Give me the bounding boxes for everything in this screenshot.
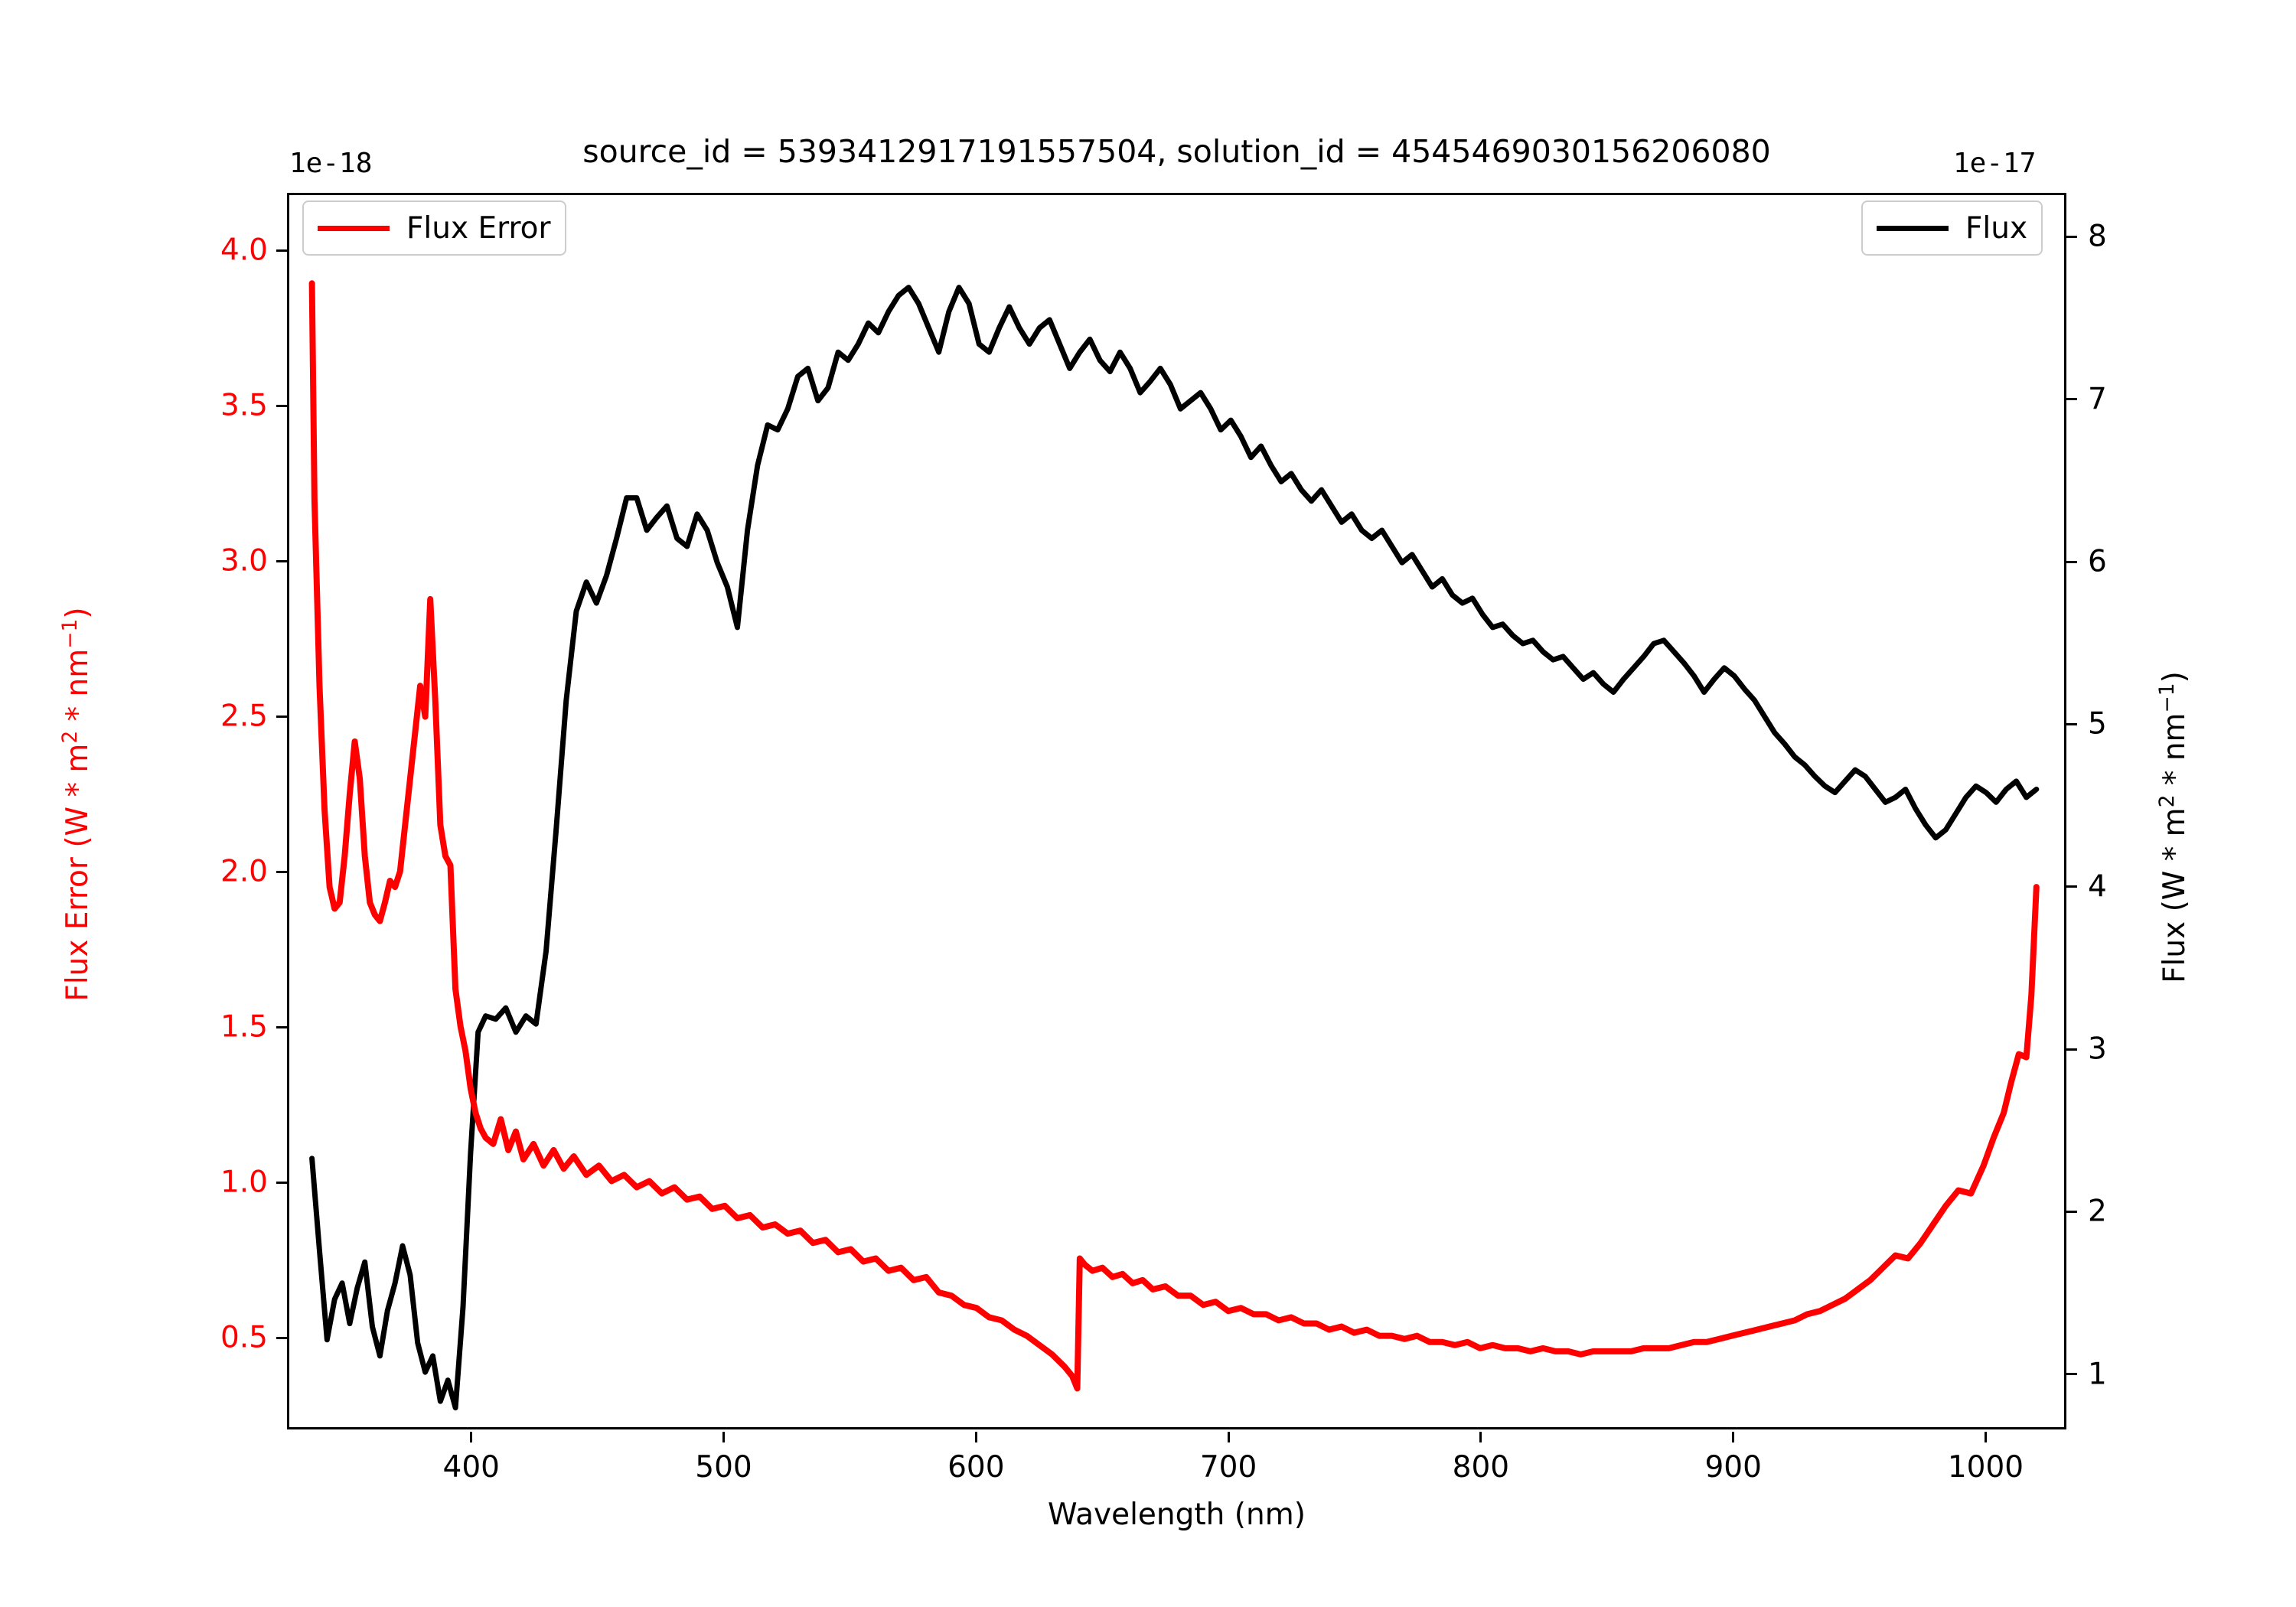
y-right-tick-mark: [2066, 235, 2077, 238]
x-tick-label: 800: [1452, 1450, 1510, 1485]
x-tick-mark: [1984, 1432, 1987, 1442]
y-right-tick-label: 8: [2088, 219, 2107, 254]
y-right-tick-label: 7: [2088, 382, 2107, 417]
y-left-axis-title-text: Flux Error (W * m: [60, 743, 95, 1002]
x-tick-mark: [722, 1432, 726, 1442]
flux-error-line: [308, 280, 2040, 1392]
y-right-tick-mark: [2066, 1210, 2077, 1213]
y-left-tick-mark: [276, 870, 287, 873]
y-left-offset-text: 1e-18: [289, 148, 373, 179]
y-right-axis-title-text: Flux (W * m: [2157, 807, 2192, 983]
y-right-tick-mark: [2066, 560, 2077, 563]
x-tick-mark: [1479, 1432, 1482, 1442]
plot-area: [287, 193, 2066, 1429]
y-right-tick-label: 5: [2088, 706, 2107, 742]
y-left-tick-label: 2.0: [220, 854, 268, 889]
legend-flux[interactable]: Flux: [1861, 200, 2043, 256]
legend-label-flux-error: Flux Error: [406, 210, 551, 246]
y-right-tick-label: 4: [2088, 869, 2107, 905]
y-left-axis-title-close: ): [60, 607, 95, 619]
y-right-tick-mark: [2066, 722, 2077, 725]
y-right-tick-label: 6: [2088, 544, 2107, 579]
legend-label-flux: Flux: [1965, 210, 2028, 246]
y-right-offset-text: 1e-17: [1953, 148, 2037, 179]
x-tick-label: 900: [1704, 1450, 1762, 1485]
y-left-tick-label: 0.5: [220, 1320, 268, 1355]
x-tick-label: 500: [695, 1450, 752, 1485]
y-right-tick-mark: [2066, 885, 2077, 888]
legend-flux-error[interactable]: Flux Error: [302, 200, 566, 256]
page-title: source_id = 5393412917191557504, solutio…: [582, 133, 1771, 170]
legend-line-swatch-flux: [1877, 225, 1949, 231]
flux-line: [309, 285, 2040, 1411]
y-left-tick-mark: [276, 1025, 287, 1028]
x-tick-mark: [974, 1432, 977, 1442]
y-left-tick-label: 4.0: [220, 233, 268, 268]
y-left-tick-label: 1.0: [220, 1165, 268, 1200]
y-left-tick-label: 3.5: [220, 388, 268, 423]
y-right-tick-mark: [2066, 398, 2077, 401]
x-tick-label: 700: [1199, 1450, 1257, 1485]
y-left-tick-label: 2.5: [220, 699, 268, 734]
y-right-axis-title-exp2: −1: [2155, 683, 2179, 713]
y-left-tick-mark: [276, 249, 287, 252]
y-left-axis-title-exp2: −1: [58, 618, 82, 649]
y-left-tick-label: 3.0: [220, 543, 268, 579]
x-tick-mark: [1227, 1432, 1230, 1442]
y-left-tick-mark: [276, 1181, 287, 1184]
y-left-tick-mark: [276, 715, 287, 718]
y-right-tick-mark: [2066, 1048, 2077, 1051]
y-left-tick-label: 1.5: [220, 1009, 268, 1045]
y-right-tick-label: 1: [2088, 1357, 2107, 1392]
y-left-axis-title: Flux Error (W * m2 * nm−1): [58, 422, 95, 1187]
y-right-tick-label: 2: [2088, 1194, 2107, 1229]
y-left-tick-mark: [276, 559, 287, 562]
y-left-tick-mark: [276, 1336, 287, 1339]
y-right-axis-title: Flux (W * m2 * nm−1): [2155, 445, 2192, 1210]
y-right-tick-mark: [2066, 1373, 2077, 1376]
x-tick-label: 400: [442, 1450, 500, 1485]
x-tick-mark: [470, 1432, 473, 1442]
y-left-tick-mark: [276, 404, 287, 407]
y-left-axis-title-exp: 2: [58, 730, 82, 744]
x-tick-label: 600: [947, 1450, 1005, 1485]
y-right-axis-title-close: ): [2157, 671, 2192, 683]
x-tick-mark: [1732, 1432, 1735, 1442]
x-axis-title: Wavelength (nm): [1048, 1498, 1306, 1532]
legend-line-swatch-flux-error: [318, 225, 390, 231]
y-right-axis-title-text2: * nm: [2157, 712, 2192, 795]
y-right-axis-title-exp: 2: [2155, 794, 2179, 808]
y-left-axis-title-text2: * nm: [60, 648, 95, 731]
x-tick-label: 1000: [1947, 1450, 2024, 1485]
y-right-tick-label: 3: [2088, 1032, 2107, 1067]
plot-svg: [308, 280, 2040, 1411]
